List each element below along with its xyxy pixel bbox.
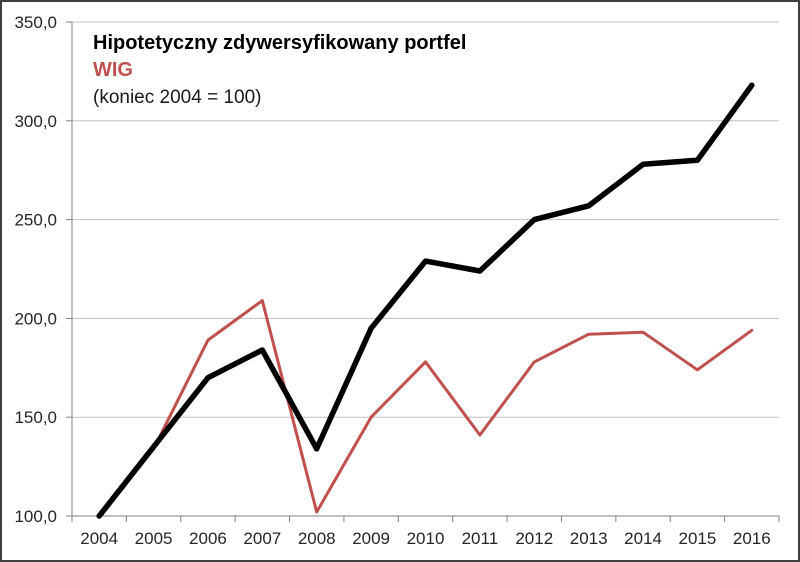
x-tick-label: 2013	[570, 529, 608, 548]
chart-subtitle: (koniec 2004 = 100)	[93, 87, 262, 108]
x-tick-label: 2009	[352, 529, 390, 548]
x-tick-label: 2007	[243, 529, 281, 548]
series-line-portfolio	[96, 82, 755, 519]
series-line-wig	[97, 299, 754, 518]
x-tick-label: 2005	[135, 529, 173, 548]
y-tick-label: 350,0	[14, 13, 57, 32]
y-tick-label: 150,0	[14, 408, 57, 427]
x-tick-label: 2016	[733, 529, 771, 548]
y-tick-label: 300,0	[14, 112, 57, 131]
x-tick-label: 2010	[407, 529, 445, 548]
legend-wig-label: WIG	[93, 59, 133, 81]
x-tick-label: 2004	[80, 529, 118, 548]
chart-title: Hipotetyczny zdywersyfikowany portfel	[93, 32, 467, 54]
x-tick-label: 2006	[189, 529, 227, 548]
x-tick-label: 2014	[624, 529, 662, 548]
y-tick-label: 250,0	[14, 211, 57, 230]
y-tick-label: 100,0	[14, 507, 57, 526]
y-tick-label: 200,0	[14, 309, 57, 328]
chart-title-block: Hipotetyczny zdywersyfikowany portfel WI…	[93, 30, 466, 111]
x-tick-label: 2015	[679, 529, 717, 548]
x-tick-label: 2011	[462, 529, 499, 548]
x-tick-label: 2008	[298, 529, 336, 548]
x-tick-label: 2012	[515, 529, 553, 548]
